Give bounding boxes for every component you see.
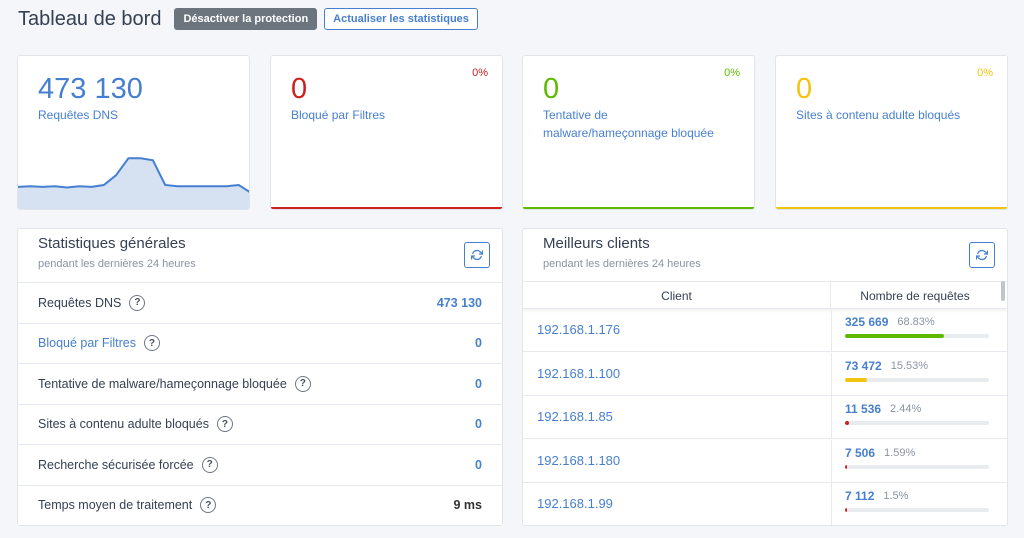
blocked-filters-value: 0 <box>291 73 308 105</box>
page-header: Tableau de bord Désactiver la protection… <box>18 7 478 31</box>
help-icon[interactable]: ? <box>129 294 146 311</box>
client-request-count[interactable]: 11 536 <box>845 402 882 416</box>
clients-refresh-button[interactable] <box>969 242 995 268</box>
column-divider <box>831 396 832 438</box>
adult-sites-label: Sites à contenu adulte bloqués <box>796 108 961 122</box>
client-ip[interactable]: 192.168.1.100 <box>537 365 621 381</box>
client-row: 192.168.1.180 7 506 1.59% <box>523 439 1007 483</box>
general-stats-title: Statistiques générales <box>38 235 186 252</box>
client-request-count[interactable]: 73 472 <box>845 358 882 373</box>
client-ip[interactable]: 192.168.1.99 <box>537 496 613 511</box>
general-stat-label: Tentative de malware/hameçonnage bloquée <box>38 376 287 391</box>
client-row: 192.168.1.99 7 112 1.5% <box>523 483 1007 525</box>
general-stats-card: Statistiques générales pendant les derni… <box>17 228 503 526</box>
client-request-count[interactable]: 325 669 <box>845 315 889 329</box>
adult-sites-card: 0 Sites à contenu adulte bloqués 0% <box>775 55 1008 210</box>
client-ip[interactable]: 192.168.1.180 <box>537 452 621 468</box>
sparkline-line <box>18 157 249 193</box>
requests-column-header[interactable]: Nombre de requêtes <box>860 288 970 303</box>
general-stat-label: Recherche sécurisée forcée <box>38 457 194 472</box>
client-share-track <box>845 508 989 512</box>
malware-card: 0 Tentative de malware/hameçonnage bloqu… <box>522 55 755 210</box>
general-stat-label[interactable]: Bloqué par Filtres <box>38 336 136 350</box>
general-stat-value: 0 <box>475 417 482 431</box>
general-stat-value: 0 <box>475 376 482 391</box>
client-request-percent: 1.5% <box>883 490 909 502</box>
dns-queries-card: 473 130 Requêtes DNS <box>17 55 250 210</box>
general-stat-label: Sites à contenu adulte bloqués <box>38 417 209 431</box>
malware-bar <box>523 207 754 209</box>
help-icon[interactable]: ? <box>216 416 233 432</box>
malware-label: Tentative de malware/hameçonnage bloquée <box>543 108 714 140</box>
adult-sites-bar <box>776 207 1007 209</box>
general-stat-row: Requêtes DNS? 473 130 <box>18 282 502 322</box>
general-stat-label: Requêtes DNS <box>38 295 122 310</box>
help-icon[interactable]: ? <box>200 497 217 513</box>
client-request-percent: 1.59% <box>884 446 916 459</box>
client-request-count[interactable]: 7 112 <box>845 489 875 503</box>
general-stat-label: Temps moyen de traitement <box>38 498 193 512</box>
client-request-percent: 68.83% <box>897 316 935 328</box>
general-stat-value: 473 130 <box>436 295 482 310</box>
column-divider <box>831 483 832 525</box>
client-share-track <box>845 464 989 469</box>
client-ip[interactable]: 192.168.1.176 <box>537 322 621 337</box>
client-ip[interactable]: 192.168.1.85 <box>537 409 613 424</box>
column-divider <box>831 439 832 482</box>
adult-sites-value: 0 <box>796 73 813 105</box>
general-stat-value: 9 ms <box>453 498 483 512</box>
adult-sites-percent: 0% <box>977 67 993 79</box>
client-share-fill <box>845 377 868 382</box>
column-divider <box>831 352 832 395</box>
client-share-fill <box>845 508 848 512</box>
client-share-fill <box>845 334 945 338</box>
column-divider <box>831 309 832 351</box>
top-clients-card: Meilleurs clients pendant les dernières … <box>522 228 1008 526</box>
top-clients-title: Meilleurs clients <box>543 235 650 252</box>
clients-scrollbar[interactable] <box>1001 281 1005 301</box>
dns-queries-value: 473 130 <box>38 73 143 105</box>
sparkline-area <box>18 158 249 209</box>
page-title: Tableau de bord <box>18 7 162 30</box>
blocked-filters-bar <box>271 207 502 209</box>
disable-protection-button[interactable]: Désactiver la protection <box>174 8 318 30</box>
client-row: 192.168.1.176 325 669 68.83% <box>523 309 1007 352</box>
client-request-count[interactable]: 7 506 <box>845 445 876 460</box>
help-icon[interactable]: ? <box>201 456 218 473</box>
client-row: 192.168.1.85 11 536 2.44% <box>523 396 1007 439</box>
help-icon[interactable]: ? <box>143 335 160 351</box>
blocked-filters-percent: 0% <box>472 67 488 79</box>
general-stat-row: Bloqué par Filtres? 0 <box>18 322 502 363</box>
client-share-fill <box>845 421 849 425</box>
general-stat-row: Tentative de malware/hameçonnage bloquée… <box>18 363 502 403</box>
malware-value: 0 <box>543 73 560 105</box>
clients-table-header: Client Nombre de requêtes <box>523 281 1007 309</box>
general-refresh-button[interactable] <box>464 242 490 268</box>
client-share-track <box>845 377 989 382</box>
blocked-filters-label: Bloqué par Filtres <box>291 108 386 122</box>
refresh-stats-button[interactable]: Actualiser les statistiques <box>324 8 478 30</box>
general-stat-row: Recherche sécurisée forcée? 0 <box>18 444 502 484</box>
refresh-icon <box>471 249 483 261</box>
client-request-percent: 15.53% <box>890 359 929 372</box>
client-share-fill <box>845 464 848 469</box>
client-request-percent: 2.44% <box>890 403 922 415</box>
client-row: 192.168.1.100 73 472 15.53% <box>523 352 1007 396</box>
top-clients-subtitle: pendant les dernières 24 heures <box>543 258 701 270</box>
help-icon[interactable]: ? <box>294 375 311 392</box>
blocked-filters-card: 0 Bloqué par Filtres 0% <box>270 55 503 210</box>
client-share-track <box>845 421 989 425</box>
client-column-header[interactable]: Client <box>523 282 831 309</box>
general-stat-value: 0 <box>475 336 482 350</box>
refresh-icon <box>976 249 988 261</box>
dns-queries-label: Requêtes DNS <box>38 108 119 122</box>
dns-queries-sparkline <box>18 157 249 209</box>
malware-percent: 0% <box>724 67 740 79</box>
general-stat-row: Temps moyen de traitement? 9 ms <box>18 484 502 525</box>
client-share-track <box>845 334 989 338</box>
general-stats-subtitle: pendant les dernières 24 heures <box>38 258 196 270</box>
general-stat-value: 0 <box>475 457 482 472</box>
general-stat-row: Sites à contenu adulte bloqués? 0 <box>18 403 502 444</box>
